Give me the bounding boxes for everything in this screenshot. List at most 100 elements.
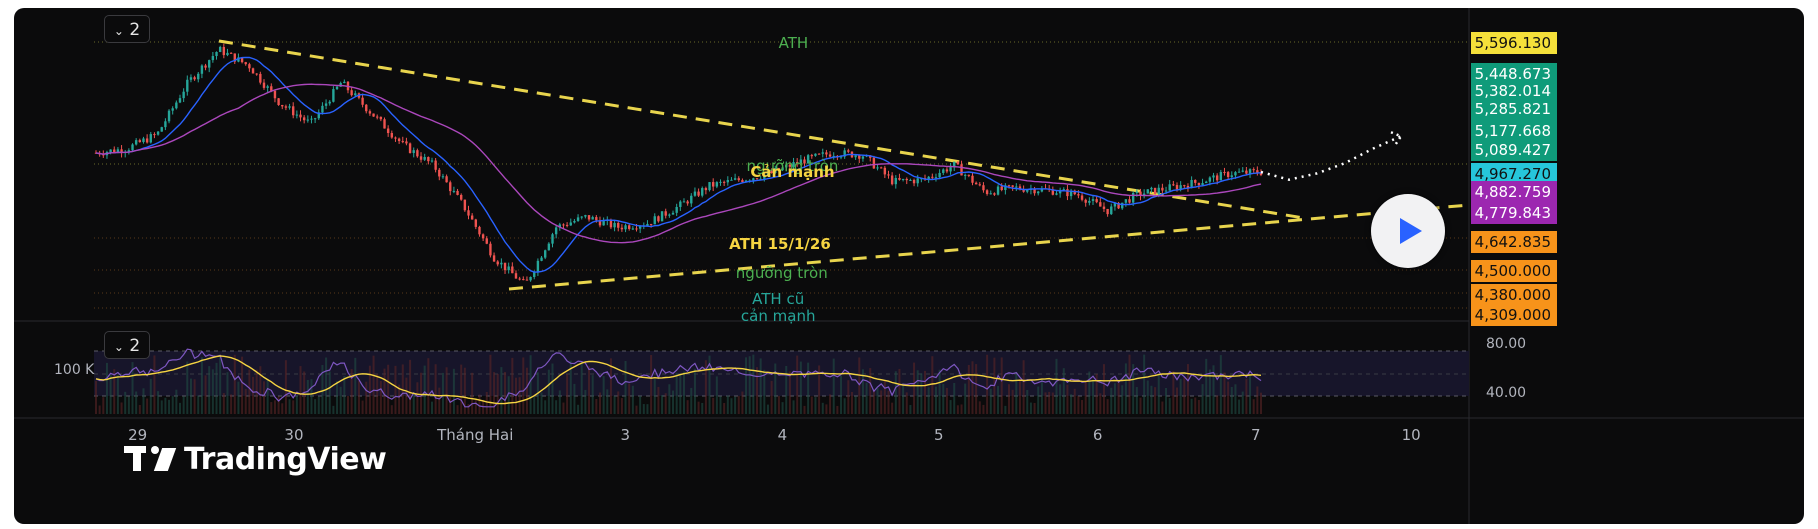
- volume-bar: [401, 364, 404, 414]
- price-label[interactable]: 5,382.014: [1471, 80, 1557, 102]
- candle-body: [178, 98, 182, 103]
- candle-body: [569, 222, 572, 226]
- candle-body: [383, 119, 386, 129]
- candle-body: [317, 112, 320, 119]
- volume-bar: [1165, 387, 1168, 414]
- candle-body: [1128, 199, 1131, 203]
- candle-body: [379, 116, 383, 120]
- candle-body: [1194, 179, 1197, 183]
- volume-bar: [1227, 381, 1230, 414]
- price-label[interactable]: 4,380.000: [1471, 284, 1557, 306]
- main-collapse-button[interactable]: ⌄ 2: [104, 15, 150, 43]
- candle-body: [708, 182, 711, 191]
- time-axis-tick[interactable]: Tháng Hai: [436, 426, 513, 444]
- candle-body: [544, 250, 547, 258]
- volume-bar: [1234, 384, 1237, 414]
- candle-body: [514, 273, 518, 279]
- volume-bar: [796, 355, 799, 414]
- candle-body: [854, 155, 857, 158]
- trendlines: [218, 39, 1470, 291]
- candle-body: [942, 169, 945, 173]
- candle-body: [795, 162, 799, 164]
- oscillator-collapse-button[interactable]: ⌄ 2: [104, 331, 150, 359]
- volume-bar: [843, 398, 846, 414]
- candle-body: [171, 108, 174, 111]
- volume-bar: [650, 355, 653, 414]
- ma-slow-line: [95, 83, 1262, 244]
- candle-body: [770, 171, 773, 173]
- candle-body: [492, 255, 496, 262]
- time-axis-tick[interactable]: 4: [778, 426, 788, 444]
- price-label[interactable]: 5,448.673: [1471, 63, 1557, 85]
- time-axis-tick[interactable]: 3: [621, 426, 631, 444]
- volume-bar: [774, 363, 777, 414]
- volume-bar: [200, 357, 203, 414]
- play-replay-button[interactable]: [1371, 194, 1445, 268]
- volume-bar: [1029, 402, 1032, 414]
- tradingview-logo[interactable]: TradingView: [124, 442, 387, 477]
- candle-body: [635, 228, 638, 230]
- volume-bar: [325, 357, 328, 414]
- candle-body: [598, 220, 602, 226]
- volume-bar: [821, 402, 824, 414]
- time-axis-tick[interactable]: 29: [128, 426, 147, 444]
- candle-body: [1106, 208, 1109, 215]
- volume-bar: [577, 404, 580, 414]
- price-label[interactable]: 5,285.821: [1471, 98, 1557, 120]
- candle-body: [423, 157, 426, 160]
- candle-body: [408, 143, 412, 153]
- candle-body: [814, 153, 817, 156]
- candle-body: [394, 137, 397, 139]
- price-label[interactable]: 4,500.000: [1471, 260, 1557, 282]
- time-axis-tick[interactable]: 6: [1093, 426, 1103, 444]
- volume-bar: [924, 370, 927, 414]
- volume-bar: [777, 395, 780, 414]
- resistance-trendline: [218, 39, 1305, 220]
- volume-bar: [504, 371, 507, 414]
- volume-bar: [686, 400, 689, 414]
- volume-bar: [1099, 393, 1102, 414]
- price-label[interactable]: 4,309.000: [1471, 304, 1557, 326]
- candle-body: [215, 51, 218, 57]
- time-axis-tick[interactable]: 30: [284, 426, 303, 444]
- volume-bar: [1249, 375, 1252, 414]
- volume-bar: [631, 385, 634, 414]
- volume-bar: [98, 405, 101, 414]
- price-label[interactable]: 5,089.427: [1471, 139, 1557, 161]
- time-axis-tick[interactable]: 10: [1402, 426, 1421, 444]
- price-label[interactable]: 4,779.843: [1471, 202, 1557, 224]
- volume-bar: [569, 360, 572, 414]
- volume-bar: [558, 390, 561, 414]
- volume-bar: [1106, 399, 1109, 414]
- candle-body: [573, 220, 576, 223]
- candle-body: [810, 155, 813, 157]
- volume-bar: [288, 399, 291, 414]
- candle-body: [397, 138, 401, 142]
- price-label[interactable]: 4,882.759: [1471, 181, 1557, 203]
- volume-bar: [584, 389, 587, 414]
- candle-body: [1113, 202, 1117, 207]
- time-axis-tick[interactable]: 5: [934, 426, 944, 444]
- volume-bar: [588, 366, 591, 414]
- candle-body: [500, 262, 503, 265]
- price-label[interactable]: 4,642.835: [1471, 231, 1557, 253]
- volume-bar: [420, 372, 423, 414]
- volume-bar: [945, 387, 948, 414]
- volume-bar: [222, 393, 225, 414]
- candle-body: [1000, 186, 1003, 191]
- volume-bar: [734, 396, 737, 414]
- candle-body: [547, 243, 551, 251]
- candle-body: [982, 185, 985, 191]
- price-label[interactable]: 5,596.130: [1471, 32, 1557, 54]
- volume-bar: [997, 386, 1000, 414]
- candle-body: [956, 161, 960, 165]
- candle-body: [938, 172, 941, 178]
- volume-bar: [1154, 387, 1157, 414]
- grid: [14, 8, 1804, 524]
- candle-body: [909, 179, 912, 181]
- price-label[interactable]: 4,967.270: [1471, 163, 1557, 185]
- time-axis-tick[interactable]: 7: [1251, 426, 1261, 444]
- volume-bar: [230, 394, 233, 414]
- price-label[interactable]: 5,177.668: [1471, 120, 1557, 142]
- chart-svg[interactable]: 80.00 40.00 100 K 29 30 Tháng Hai 3 4 5 6 7 10 ATH n…: [14, 8, 1804, 524]
